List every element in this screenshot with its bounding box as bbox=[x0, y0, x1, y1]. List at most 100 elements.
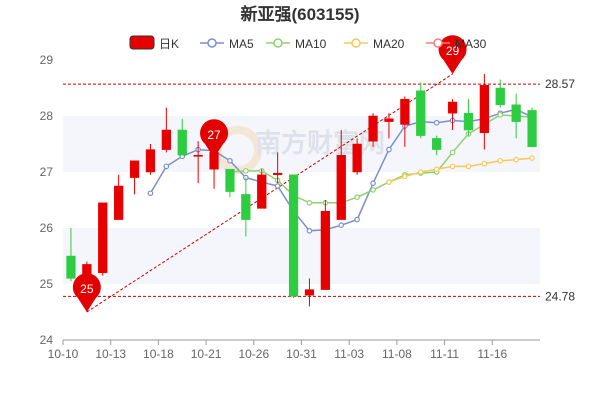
candle-body bbox=[479, 84, 489, 134]
candle-body bbox=[416, 90, 426, 136]
legend-label: MA30 bbox=[455, 37, 487, 51]
candle bbox=[432, 135, 442, 156]
candle-body bbox=[432, 138, 442, 150]
candle-body bbox=[384, 118, 394, 122]
y-tick-label: 26 bbox=[40, 221, 54, 235]
candle-body bbox=[400, 98, 410, 125]
candle bbox=[479, 74, 489, 150]
watermark-text: 南方财富网 bbox=[255, 128, 385, 158]
candle-body bbox=[447, 101, 458, 114]
x-axis-ticks: 10-10 10-13 10-18 10-21 10-26 10-31 11-03 11-08… bbox=[48, 340, 508, 361]
candle-body bbox=[257, 174, 267, 209]
ma-point-ma5 bbox=[386, 146, 392, 153]
candle-body bbox=[177, 129, 187, 156]
y-tick-label: 25 bbox=[40, 277, 54, 291]
ma-point-ma20 bbox=[529, 155, 535, 161]
ma-point-ma20 bbox=[497, 158, 504, 164]
candle-body bbox=[463, 112, 474, 131]
trendline-segment bbox=[86, 73, 453, 313]
price-markers: 25 27 29 bbox=[72, 35, 467, 312]
candle-body bbox=[193, 154, 203, 157]
candle-body bbox=[288, 174, 299, 297]
ma-point-ma20 bbox=[449, 163, 456, 170]
reference-lines: 28.57 24.78 bbox=[63, 77, 575, 303]
legend-item-ma20[interactable]: MA20 bbox=[344, 37, 405, 51]
candle bbox=[368, 113, 378, 147]
y-tick-label: 27 bbox=[40, 165, 54, 179]
candle-body bbox=[225, 168, 235, 192]
x-tick-label: 10-13 bbox=[95, 347, 126, 361]
price-marker-pin bbox=[72, 273, 101, 312]
candle-body bbox=[511, 104, 521, 122]
legend-item-ma30[interactable]: MA30 bbox=[426, 37, 487, 51]
legend-swatch-point bbox=[273, 38, 283, 48]
reference-line-label: 28.57 bbox=[545, 77, 575, 91]
candle bbox=[320, 200, 330, 290]
ma-point-ma20 bbox=[386, 179, 392, 185]
reference-line-label: 24.78 bbox=[545, 289, 575, 303]
legend-swatch-point bbox=[433, 38, 443, 48]
candle-body bbox=[98, 202, 108, 274]
y-tick-label: 29 bbox=[40, 53, 54, 67]
candle bbox=[384, 113, 394, 139]
candle bbox=[66, 228, 76, 282]
candle-body bbox=[368, 115, 378, 142]
ma-point-ma5 bbox=[354, 216, 360, 223]
candle-body bbox=[320, 210, 330, 290]
price-marker: 29 bbox=[438, 35, 467, 74]
ma-point-ma20 bbox=[481, 160, 488, 167]
candle bbox=[304, 278, 315, 307]
legend-item-ma10[interactable]: MA10 bbox=[266, 37, 327, 51]
candle bbox=[241, 177, 251, 237]
legend-swatch bbox=[129, 35, 155, 50]
candle bbox=[400, 96, 410, 147]
candle-body bbox=[241, 194, 251, 220]
ma-point-ma10 bbox=[354, 194, 360, 201]
price-marker-label: 29 bbox=[446, 44, 460, 58]
candle-body bbox=[66, 255, 76, 279]
ma-point-ma5 bbox=[306, 228, 313, 234]
price-marker: 27 bbox=[200, 119, 229, 158]
ma-point-ma20 bbox=[402, 173, 408, 180]
candle bbox=[225, 168, 235, 198]
candle bbox=[177, 118, 187, 156]
legend-swatch-point bbox=[207, 38, 217, 48]
candle-body bbox=[114, 185, 124, 220]
candle-body bbox=[129, 160, 140, 178]
candle bbox=[288, 174, 299, 298]
legend[interactable]: 日K MA5 MA10 MA20 MA30 bbox=[129, 35, 487, 51]
candle bbox=[336, 130, 346, 220]
candle bbox=[511, 93, 521, 139]
candle bbox=[129, 160, 140, 195]
ma-point-ma10 bbox=[306, 200, 313, 206]
legend-label: MA20 bbox=[373, 37, 405, 51]
ma-line-ma20 bbox=[388, 157, 533, 183]
price-marker-pin bbox=[200, 119, 229, 158]
x-tick-label: 11-11 bbox=[430, 347, 459, 361]
ma-point-ma20 bbox=[465, 163, 472, 170]
y-tick-label: 24 bbox=[40, 333, 54, 347]
candle bbox=[352, 138, 362, 175]
ma-point-ma5 bbox=[370, 180, 376, 187]
ma-point-ma10 bbox=[449, 149, 456, 156]
ma-point-ma10 bbox=[243, 168, 249, 174]
ma-point-ma5 bbox=[433, 119, 440, 126]
candle bbox=[527, 107, 537, 148]
ma-point-ma5 bbox=[147, 190, 154, 197]
legend-swatch-point bbox=[351, 38, 361, 48]
x-tick-label: 10-10 bbox=[48, 347, 79, 361]
candle bbox=[447, 99, 458, 130]
candle bbox=[114, 174, 124, 220]
y-tick-label: 28 bbox=[40, 109, 54, 123]
x-tick-label: 10-31 bbox=[286, 347, 317, 361]
ma-point-ma5 bbox=[163, 163, 170, 170]
ma-point-ma5 bbox=[338, 222, 345, 229]
ma-point-ma5 bbox=[227, 158, 233, 164]
x-tick-label: 10-21 bbox=[191, 347, 222, 361]
legend-label: MA10 bbox=[295, 37, 327, 51]
legend-item-ma5[interactable]: MA5 bbox=[200, 37, 254, 51]
legend-label: 日K bbox=[159, 37, 179, 51]
candle-body bbox=[273, 172, 283, 176]
legend-item-日k[interactable]: 日K bbox=[129, 35, 179, 51]
